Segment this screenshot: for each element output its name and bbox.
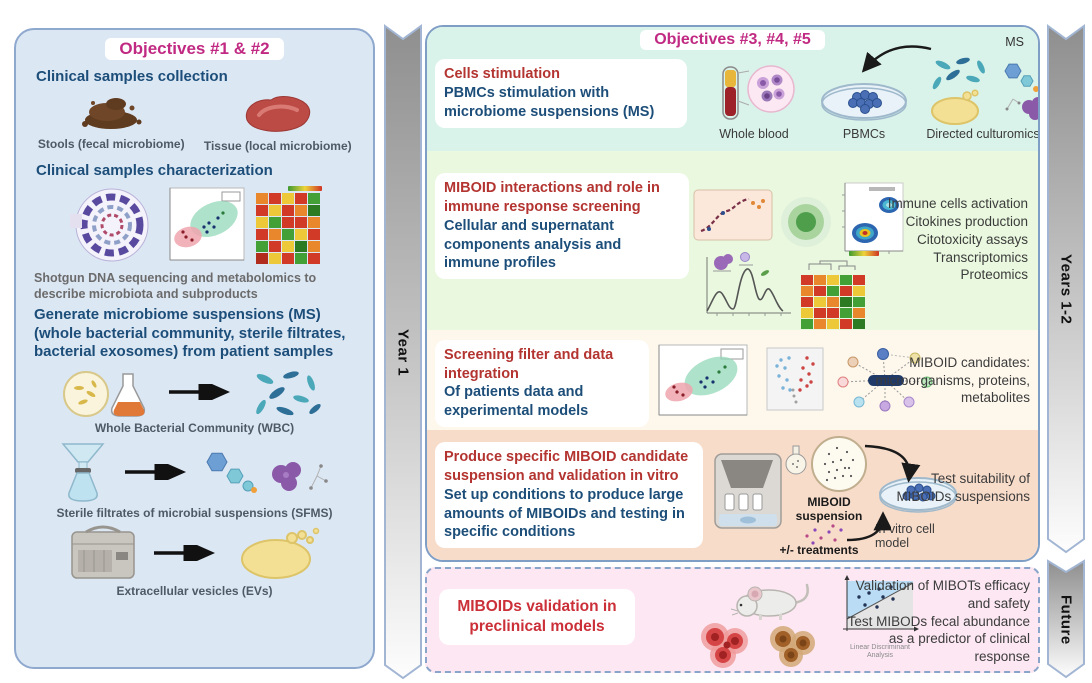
suspension-dish-icon [785,435,867,492]
characterization-heading: Clinical samples characterization [36,161,273,179]
years12-label: Years 1-2 [1057,254,1075,325]
treatment-dots-icon [805,524,843,545]
candidates-text: MIBOID candidates: microorganisms, prote… [875,354,1030,406]
output-line: Immune cells activation [887,196,1028,212]
output-line: Transcriptomics [933,249,1028,265]
suitability-text: Test suitability of MIBOIDs suspensions [896,470,1030,504]
immune-cell-icon [781,197,831,248]
culturomics-label: Directed culturomics [926,127,1040,141]
years12-timeline-arrow: Years 1-2 [1046,24,1086,555]
production-heading-red: Produce specific MIBOID candidate suspen… [444,448,689,484]
petri-flask-icon [62,371,145,418]
collection-heading: Clinical samples collection [36,68,228,85]
lda-label: Linear Discriminant Analysis [850,644,910,660]
cells-stimulation-section: Objectives #3, #4, #5 Cells stimulation … [427,27,1040,152]
stool-icon [82,98,142,130]
sfms-label: Sterile filtrates of microbial suspensio… [56,505,333,520]
tissue-label: Tissue (local microbiome) [203,139,352,154]
future-label: Future [1057,594,1075,645]
organoid-red-icon [701,623,748,668]
interactions-heading-red: MIBOID interactions and role in immune r… [444,180,660,215]
screening-heading-red: Screening filter and data integration [444,346,614,382]
screening-heading-blue: Of patients data and experimental models [444,384,589,420]
objectives-1-2-panel: Objectives #1 & #2 Clinical samples coll… [14,28,375,669]
pbmcs-label: PBMCs [842,127,886,141]
incubator-icon [714,453,782,529]
tissue-icon [245,96,310,133]
whole-blood-icon [722,65,795,120]
panel-title: Objectives #3, #4, #5 [640,30,825,50]
objectives-3-4-5-panel: Objectives #3, #4, #5 Cells stimulation … [425,25,1040,562]
lda-plot-chart [843,575,919,632]
circular-genome-plot [69,188,148,262]
interactions-heading-blue: Cellular and supernatant components anal… [444,217,622,272]
flow-cytometry-plot [842,182,904,255]
year1-timeline-arrow: Year 1 [383,24,423,681]
output-line: Citokines production [905,213,1028,229]
miboid-suspension-label: MIBOID suspension [795,494,863,523]
production-section: Produce specific MIBOID candidate suspen… [427,429,1038,560]
preclinical-validation-panel: MIBOIDs validation in preclinical models [425,567,1040,673]
genomic-track-plot [693,189,773,241]
panel-title: Objectives #1 & #2 [105,38,284,60]
miboid-interactions-section: MIBOID interactions and role in immune r… [427,151,1038,330]
output-line: Citotoxicity assays [916,231,1028,247]
arrow-right-icon [153,544,215,561]
timeline-arrow-shape [1047,559,1085,679]
output-line: Proteomics [960,267,1028,283]
generate-heading: Generate microbiome suspensions (MS) (wh… [34,306,346,360]
molecules-icon [205,452,328,493]
volcano-plot [766,347,824,411]
timeline-arrow-shape [1047,24,1085,554]
heatmap-plot [255,185,322,264]
characterization-caption: Shotgun DNA sequencing and metabolomics … [34,270,317,301]
network-graph [837,347,933,412]
histogram-plot [706,252,791,317]
year1-label: Year 1 [394,328,412,377]
arrow-right-icon [168,384,230,401]
curved-arrow-icon [846,511,891,542]
stimulation-heading-red: Cells stimulation [444,66,561,82]
production-text-box: Produce specific MIBOID candidate suspen… [435,441,703,549]
pbmc-dish-icon [821,83,907,121]
evs-label: Extracellular vesicles (EVs) [116,583,273,598]
treatments-label: +/- treatments [779,542,859,557]
future-timeline-arrow: Future [1046,559,1086,680]
pca-plot [169,187,244,261]
ms-label: MS [1005,35,1024,49]
validation-result-2: Test MIBODs fecal abundance as a predict… [847,613,1030,665]
interactions-text-box: MIBOID interactions and role in immune r… [435,173,689,280]
stools-label: Stools (fecal microbiome) [37,137,185,152]
validation-results: Validation of MIBOTs efficacy and safety… [830,577,1030,666]
arrow-right-icon [124,463,186,480]
pca-plot-2 [658,344,748,416]
filter-flask-icon [60,442,105,502]
curved-arrow-icon [864,444,921,483]
culturomics-icon [931,57,1038,125]
heatmap2-plot [801,251,879,330]
whole-blood-label: Whole blood [719,127,789,141]
validation-heading: MIBOIDs validation in preclinical models [439,589,635,646]
production-heading-blue: Set up conditions to produce large amoun… [444,486,685,541]
wbc-label: Whole Bacterial Community (WBC) [94,421,295,436]
stimulation-text-box: Cells stimulation PBMCs stimulation with… [435,59,687,128]
bacteria-cluster-icon [255,371,321,416]
validation-result-1: Validation of MIBOTs efficacy and safety [855,578,1030,611]
centrifuge-icon [70,525,135,579]
invitro-dish-icon [879,476,957,513]
timeline-arrow-shape [384,24,422,680]
screening-filter-section: Screening filter and data integration Of… [427,329,1038,430]
mouse-icon [730,583,809,620]
interactions-outputs: Immune cells activation Citokines produc… [856,195,1028,284]
vesicle-icon [240,527,319,579]
curved-arrow-icon [861,45,932,73]
organoid-brown-icon [770,626,815,667]
lda-plot: Linear Discriminant Analysis [839,575,921,661]
screening-text-box: Screening filter and data integration Of… [435,339,649,428]
stimulation-heading-blue: PBMCs stimulation with microbiome suspen… [444,84,655,120]
